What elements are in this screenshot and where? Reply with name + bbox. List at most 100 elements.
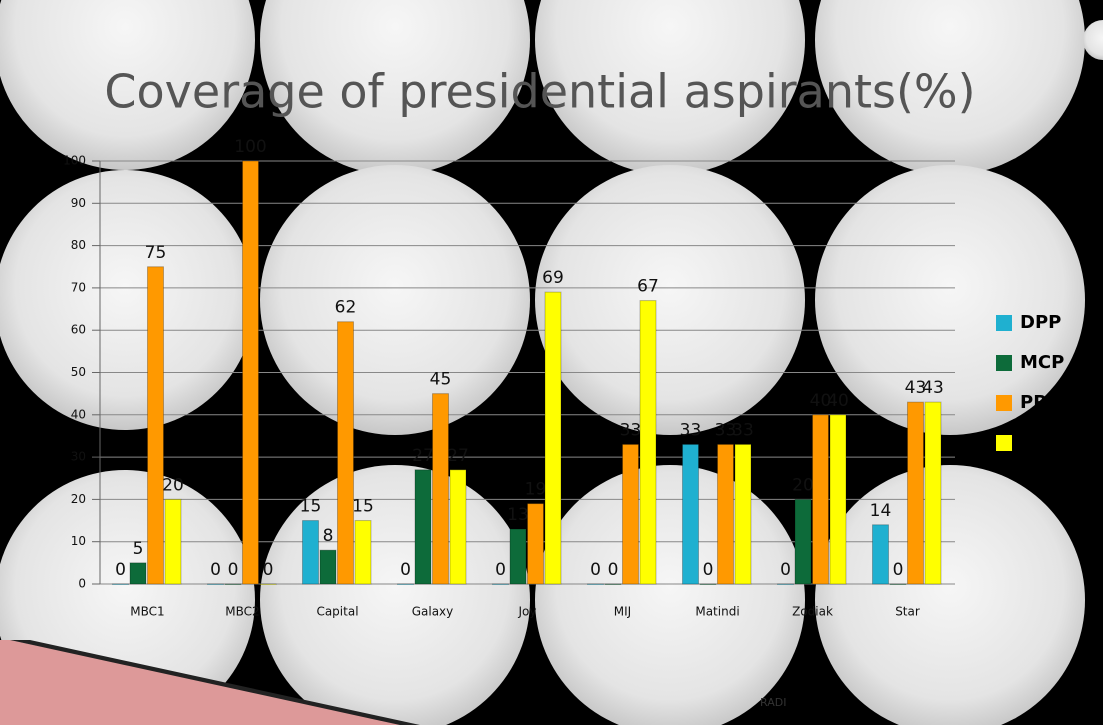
x-tick-label: MIJ: [614, 605, 631, 619]
x-tick-label: Capital: [316, 605, 358, 619]
data-label: 43: [922, 378, 944, 398]
bar: [924, 401, 942, 585]
data-label: 40: [827, 391, 849, 411]
bar: [147, 266, 164, 585]
bubble: [815, 165, 1085, 435]
data-label: 8: [323, 526, 334, 546]
bar: [682, 443, 699, 585]
data-label: 0: [590, 560, 601, 580]
bubble: [0, 170, 255, 430]
bar: [492, 583, 509, 585]
bar: [509, 528, 527, 585]
bar: [587, 583, 604, 585]
x-tick-label: Matindi: [695, 605, 739, 619]
bubble: [535, 165, 805, 435]
data-label: 43: [905, 378, 927, 398]
bar: [872, 524, 889, 585]
bar: [259, 583, 277, 585]
bar: [907, 401, 924, 585]
bar: [414, 469, 432, 585]
data-label: 0: [115, 560, 126, 580]
bar: [717, 443, 734, 585]
bar: [699, 583, 717, 585]
bar: [302, 520, 319, 585]
bubble: [0, 0, 255, 170]
y-tick-label: 90: [71, 196, 86, 210]
x-tick-label: MBC2: [225, 605, 259, 619]
data-label: 0: [780, 560, 791, 580]
bubble: [260, 0, 530, 175]
bubble: [1083, 20, 1103, 60]
data-label: 19: [525, 480, 547, 500]
bar: [397, 583, 414, 585]
data-label: 40: [810, 391, 832, 411]
legend-label: PP: [1020, 392, 1046, 413]
data-label: 27: [447, 446, 469, 466]
data-label: 15: [352, 497, 374, 517]
bar: [164, 498, 182, 585]
bar: [207, 583, 224, 585]
bar: [777, 583, 794, 585]
data-label: 0: [210, 560, 221, 580]
data-label: 15: [300, 497, 322, 517]
data-label: 20: [162, 475, 184, 495]
data-label: 33: [732, 420, 754, 440]
legend-swatch: [996, 355, 1012, 371]
bar: [829, 414, 847, 585]
bar: [527, 503, 544, 585]
bar: [604, 583, 622, 585]
bubble: [815, 465, 1085, 725]
legend-label: UDF: [1020, 432, 1062, 453]
y-tick-label: 0: [78, 577, 86, 591]
data-label: 0: [608, 560, 619, 580]
x-tick-label: Star: [895, 605, 920, 619]
bar: [812, 414, 829, 585]
bar: [544, 291, 562, 585]
legend-swatch: [996, 395, 1012, 411]
bar: [449, 469, 467, 585]
data-label: 67: [637, 277, 659, 297]
data-label: 0: [228, 560, 239, 580]
y-tick-label: 60: [71, 323, 86, 337]
data-label: 20: [792, 475, 814, 495]
data-label: 100: [234, 137, 266, 157]
y-tick-label: 10: [71, 534, 86, 548]
y-tick-label: 100: [63, 154, 86, 168]
data-label: 62: [335, 298, 357, 318]
data-label: 33: [620, 420, 642, 440]
data-label: 0: [400, 560, 411, 580]
bar: [432, 393, 449, 585]
y-tick-label: 70: [71, 280, 86, 294]
legend-swatch: [996, 435, 1012, 451]
legend-label: DPP: [1020, 312, 1061, 333]
bar: [734, 443, 752, 585]
bar: [794, 498, 812, 585]
bar: [242, 160, 259, 585]
footer: RADI: [760, 696, 786, 709]
x-tick-label: Zodiak: [792, 605, 833, 619]
data-label: 69: [542, 268, 564, 288]
x-tick-label: Galaxy: [412, 605, 454, 619]
bubble: [535, 0, 805, 175]
bar: [354, 520, 372, 585]
data-label: 14: [870, 501, 892, 521]
bubble: [815, 0, 1085, 175]
bar: [622, 443, 639, 585]
data-label: 33: [680, 420, 702, 440]
y-tick-label: 30: [71, 450, 86, 464]
legend-label: MCP: [1020, 352, 1064, 373]
data-label: 5: [133, 539, 144, 559]
bar: [224, 583, 242, 585]
bar: [337, 321, 354, 585]
data-label: 27: [412, 446, 434, 466]
decor-arrow-edge: [10, 640, 420, 725]
data-label: 0: [495, 560, 506, 580]
chart-title: Coverage of presidential aspirants(%): [104, 65, 975, 119]
data-label: 0: [263, 560, 274, 580]
bubble: [535, 465, 805, 725]
bar: [112, 583, 129, 585]
bar: [129, 562, 147, 585]
